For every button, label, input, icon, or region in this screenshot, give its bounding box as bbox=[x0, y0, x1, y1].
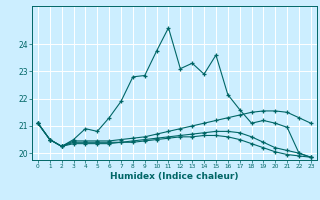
X-axis label: Humidex (Indice chaleur): Humidex (Indice chaleur) bbox=[110, 172, 239, 181]
